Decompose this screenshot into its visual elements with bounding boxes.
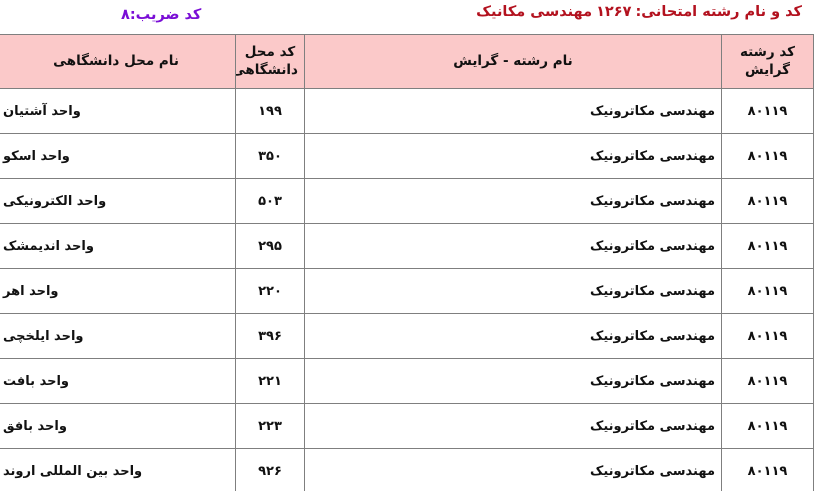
table-row: ۸۰۱۱۹ مهندسی مکاترونیک ۱۹۹ واحد آشتیان ۱…	[0, 88, 814, 134]
cell-field-code: ۸۰۱۱۹	[721, 403, 814, 449]
cell-unit-name: واحد ایلخچی	[0, 313, 236, 359]
cell-unit-code: ۹۲۶	[235, 448, 305, 491]
table-header-row: کد رشته گرایش نام رشته - گرایش کد محل دا…	[0, 34, 814, 89]
cell-unit-code: ۲۲۱	[235, 358, 305, 404]
cell-field-code: ۸۰۱۱۹	[721, 358, 814, 404]
cell-unit-name: واحد اندیمشک	[0, 223, 236, 269]
table-row: ۸۰۱۱۹ مهندسی مکاترونیک ۵۰۳ واحد الکترونی…	[0, 178, 814, 224]
cell-field-name: مهندسی مکاترونیک	[304, 178, 722, 224]
cell-unit-name: واحد بافت	[0, 358, 236, 404]
cell-field-code: ۸۰۱۱۹	[721, 88, 814, 134]
table-row: ۸۰۱۱۹ مهندسی مکاترونیک ۲۲۱ واحد بافت ۱۰	[0, 358, 814, 404]
cell-field-name: مهندسی مکاترونیک	[304, 223, 722, 269]
cell-field-code: ۸۰۱۱۹	[721, 313, 814, 359]
page-header: کد و نام رشته امتحانی:۱۲۶۷مهندسی مکانیک …	[0, 0, 814, 34]
table-row: ۸۰۱۱۹ مهندسی مکاترونیک ۲۲۳ واحد بافق ۱۰	[0, 403, 814, 449]
admission-table-container: کد رشته گرایش نام رشته - گرایش کد محل دا…	[0, 34, 814, 491]
cell-field-code: ۸۰۱۱۹	[721, 133, 814, 179]
cell-unit-code: ۳۵۰	[235, 133, 305, 179]
cell-unit-code: ۲۲۳	[235, 403, 305, 449]
cell-field-name: مهندسی مکاترونیک	[304, 358, 722, 404]
admission-table: کد رشته گرایش نام رشته - گرایش کد محل دا…	[0, 34, 814, 491]
exam-field-label: کد و نام رشته امتحانی:	[635, 4, 802, 20]
cell-unit-code: ۲۹۵	[235, 223, 305, 269]
exam-field-code: ۱۲۶۷	[596, 4, 632, 20]
cell-field-name: مهندسی مکاترونیک	[304, 403, 722, 449]
cell-unit-name: واحد الکترونیکی	[0, 178, 236, 224]
cell-unit-name: واحد بافق	[0, 403, 236, 449]
table-row: ۸۰۱۱۹ مهندسی مکاترونیک ۳۵۰ واحد اسکو ۱۰	[0, 133, 814, 179]
coefficient-value: ۸	[121, 7, 130, 23]
exam-field-title: کد و نام رشته امتحانی:۱۲۶۷مهندسی مکانیک	[476, 4, 802, 20]
cell-unit-name: واحد آشتیان	[0, 88, 236, 134]
column-header-unit-code: کد محل دانشگاهی	[235, 34, 305, 89]
table-row: ۸۰۱۱۹ مهندسی مکاترونیک ۲۹۵ واحد اندیمشک …	[0, 223, 814, 269]
cell-field-name: مهندسی مکاترونیک	[304, 313, 722, 359]
cell-unit-code: ۲۲۰	[235, 268, 305, 314]
table-body: ۸۰۱۱۹ مهندسی مکاترونیک ۱۹۹ واحد آشتیان ۱…	[0, 88, 814, 491]
coefficient-title: کد ضریب:۸	[121, 4, 251, 23]
table-head: کد رشته گرایش نام رشته - گرایش کد محل دا…	[0, 34, 814, 89]
cell-field-code: ۸۰۱۱۹	[721, 223, 814, 269]
cell-unit-code: ۵۰۳	[235, 178, 305, 224]
cell-field-name: مهندسی مکاترونیک	[304, 88, 722, 134]
exam-field-name: مهندسی مکانیک	[476, 4, 593, 20]
cell-unit-name: واحد بین المللی اروند	[0, 448, 236, 491]
cell-field-code: ۸۰۱۱۹	[721, 268, 814, 314]
table-row: ۸۰۱۱۹ مهندسی مکاترونیک ۲۲۰ واحد اهر ۱۰	[0, 268, 814, 314]
cell-field-code: ۸۰۱۱۹	[721, 178, 814, 224]
coefficient-label: کد ضریب:	[129, 7, 202, 23]
cell-field-name: مهندسی مکاترونیک	[304, 268, 722, 314]
column-header-unit-name: نام محل دانشگاهی	[0, 34, 236, 89]
cell-unit-name: واحد اسکو	[0, 133, 236, 179]
table-row: ۸۰۱۱۹ مهندسی مکاترونیک ۳۹۶ واحد ایلخچی ۱…	[0, 313, 814, 359]
cell-unit-code: ۱۹۹	[235, 88, 305, 134]
column-header-field-code: کد رشته گرایش	[721, 34, 814, 89]
cell-unit-name: واحد اهر	[0, 268, 236, 314]
column-header-field-name: نام رشته - گرایش	[304, 34, 722, 89]
table-row: ۸۰۱۱۹ مهندسی مکاترونیک ۹۲۶ واحد بین المل…	[0, 448, 814, 491]
cell-field-code: ۸۰۱۱۹	[721, 448, 814, 491]
cell-field-name: مهندسی مکاترونیک	[304, 448, 722, 491]
cell-field-name: مهندسی مکاترونیک	[304, 133, 722, 179]
cell-unit-code: ۳۹۶	[235, 313, 305, 359]
